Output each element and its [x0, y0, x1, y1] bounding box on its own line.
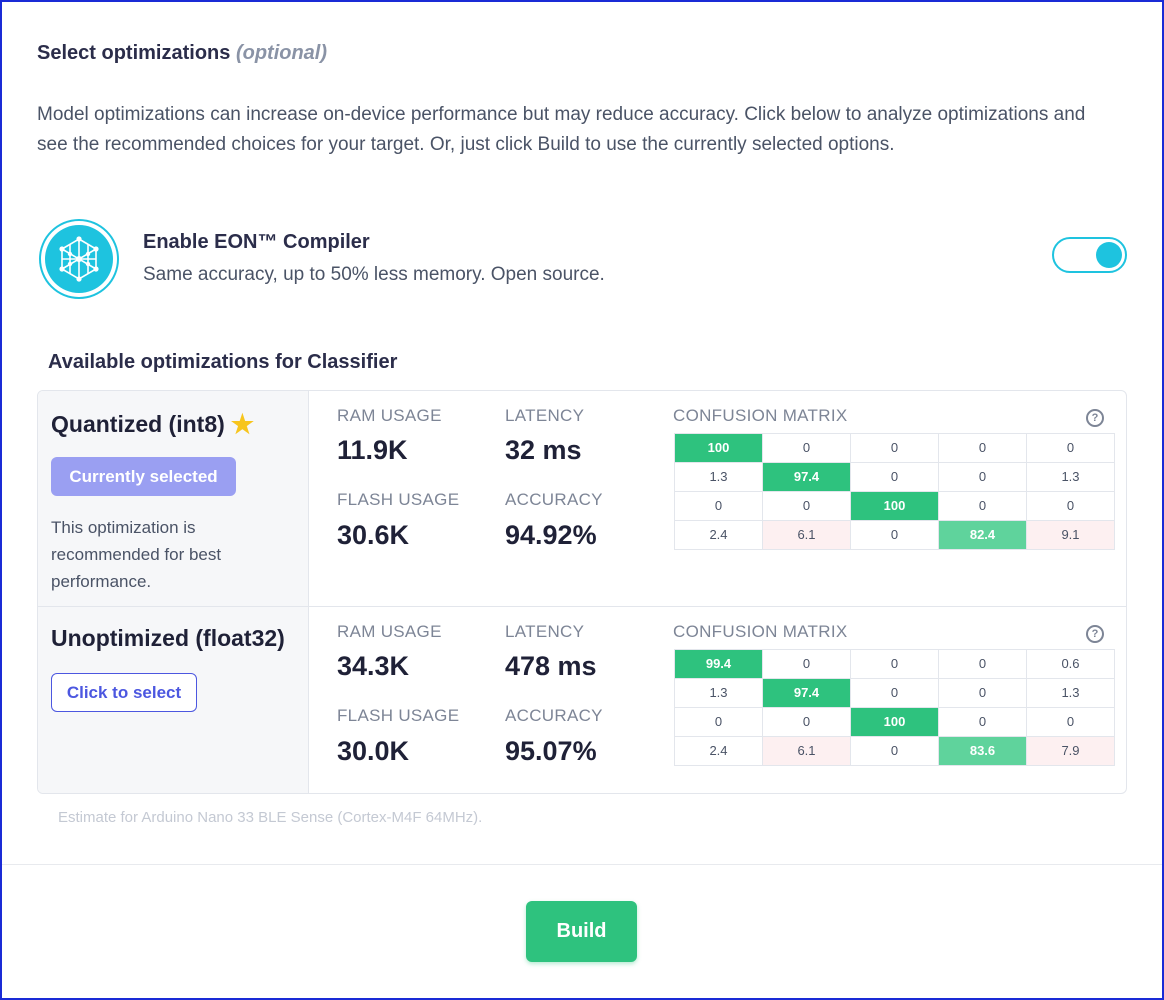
- confusion-matrix-cell: 97.4: [763, 463, 851, 492]
- confusion-matrix: 100 0 0 0 0 1.3 97.4 0 0 1.3 0 0 100 0 0 2.4 6.1 0 82.4 9.1: [674, 433, 1115, 550]
- confusion-matrix-cell: 6.1: [763, 521, 851, 550]
- confusion-matrix-cell: 6.1: [763, 737, 851, 766]
- eon-toggle[interactable]: [1052, 237, 1127, 273]
- flash-usage-value: 30.0K: [337, 736, 410, 766]
- confusion-matrix-cell: 0: [763, 434, 851, 463]
- flash-usage-label: FLASH USAGE: [337, 490, 460, 509]
- ram-usage-label: RAM USAGE: [337, 406, 442, 425]
- toggle-knob: [1096, 242, 1122, 268]
- click-to-select-button[interactable]: Click to select: [51, 673, 197, 712]
- confusion-matrix-cell: 0: [851, 463, 939, 492]
- optimization-row-unoptimized: Unoptimized (float32) Click to select RA…: [38, 606, 1126, 793]
- confusion-matrix-cell: 83.6: [939, 737, 1027, 766]
- confusion-matrix-cell: 0: [851, 679, 939, 708]
- confusion-matrix-cell: 0: [851, 434, 939, 463]
- help-icon[interactable]: ?: [1086, 625, 1104, 643]
- ram-usage-label: RAM USAGE: [337, 622, 442, 641]
- confusion-matrix-cell: 0: [763, 492, 851, 521]
- confusion-matrix-cell: 0: [1027, 708, 1115, 737]
- accuracy-value: 95.07%: [505, 736, 597, 766]
- confusion-matrix-cell: 0: [851, 737, 939, 766]
- confusion-matrix-cell: 0: [1027, 492, 1115, 521]
- accuracy-label: ACCURACY: [505, 706, 603, 725]
- accuracy-value: 94.92%: [505, 520, 597, 550]
- description: Model optimizations can increase on-devi…: [37, 104, 1086, 155]
- optimization-name: Quantized (int8) ★: [51, 409, 254, 440]
- confusion-matrix-cell: 2.4: [675, 521, 763, 550]
- latency-value: 478 ms: [505, 651, 597, 681]
- star-icon: ★: [230, 409, 255, 439]
- footer-divider: [0, 864, 1164, 865]
- eon-title: Enable EON™ Compiler: [143, 231, 370, 253]
- recommendation-note: This optimization is recommended for bes…: [51, 518, 222, 591]
- help-icon[interactable]: ?: [1086, 409, 1104, 427]
- latency-label: LATENCY: [505, 406, 585, 425]
- confusion-matrix-cell: 0: [851, 521, 939, 550]
- confusion-matrix-cell: 99.4: [675, 650, 763, 679]
- neural-network-icon: [41, 221, 117, 297]
- confusion-matrix-cell: 1.3: [675, 463, 763, 492]
- confusion-matrix-cell: 0: [939, 679, 1027, 708]
- confusion-matrix-cell: 1.3: [1027, 463, 1115, 492]
- confusion-matrix-cell: 9.1: [1027, 521, 1115, 550]
- currently-selected-button[interactable]: Currently selected: [51, 457, 236, 496]
- confusion-matrix-cell: 1.3: [675, 679, 763, 708]
- confusion-matrix-cell: 0: [939, 492, 1027, 521]
- accuracy-label: ACCURACY: [505, 490, 603, 509]
- confusion-matrix-cell: 0: [939, 650, 1027, 679]
- flash-usage-label: FLASH USAGE: [337, 706, 460, 725]
- confusion-matrix: 99.4 0 0 0 0.6 1.3 97.4 0 0 1.3 0 0 100 0 0 2.4 6.1 0 83.6…: [674, 649, 1115, 766]
- confusion-matrix-cell: 0: [939, 463, 1027, 492]
- confusion-matrix-cell: 0: [763, 650, 851, 679]
- latency-value: 32 ms: [505, 435, 582, 465]
- optimizations-table: Quantized (int8) ★ Currently selected Thi…: [37, 390, 1127, 794]
- confusion-matrix-cell: 1.3: [1027, 679, 1115, 708]
- eon-subtitle: Same accuracy, up to 50% less memory. Op…: [143, 264, 605, 285]
- optimization-summary: Unoptimized (float32) Click to select: [38, 607, 309, 793]
- confusion-matrix-cell: 0: [675, 708, 763, 737]
- confusion-matrix-cell: 0: [763, 708, 851, 737]
- confusion-matrix-cell: 100: [851, 492, 939, 521]
- optional-label: (optional): [235, 42, 328, 64]
- confusion-matrix-cell: 0: [675, 492, 763, 521]
- ram-usage-value: 34.3K: [337, 651, 410, 681]
- confusion-matrix-cell: 0.6: [1027, 650, 1115, 679]
- optimization-name-text: Quantized (int8): [51, 411, 225, 437]
- confusion-matrix-cell: 7.9: [1027, 737, 1115, 766]
- estimate-note: Estimate for Arduino Nano 33 BLE Sense (…: [58, 809, 483, 826]
- build-button[interactable]: Build: [526, 901, 637, 962]
- section-title-text: Select optimizations: [37, 42, 231, 64]
- optimization-row-quantized: Quantized (int8) ★ Currently selected Thi…: [38, 391, 1126, 606]
- confusion-matrix-cell: 0: [1027, 434, 1115, 463]
- confusion-matrix-cell: 0: [851, 650, 939, 679]
- confusion-matrix-cell: 100: [851, 708, 939, 737]
- confusion-matrix-label: CONFUSION MATRIX: [673, 622, 848, 641]
- optimization-summary: Quantized (int8) ★ Currently selected Thi…: [38, 391, 309, 606]
- flash-usage-value: 30.6K: [337, 520, 410, 550]
- optimization-name: Unoptimized (float32): [51, 625, 285, 651]
- confusion-matrix-cell: 97.4: [763, 679, 851, 708]
- section-title: Select optimizations (optional): [37, 42, 327, 65]
- confusion-matrix-cell: 82.4: [939, 521, 1027, 550]
- confusion-matrix-cell: 2.4: [675, 737, 763, 766]
- available-optimizations-title: Available optimizations for Classifier: [48, 351, 398, 373]
- confusion-matrix-label: CONFUSION MATRIX: [673, 406, 848, 425]
- confusion-matrix-cell: 0: [939, 434, 1027, 463]
- confusion-matrix-cell: 100: [675, 434, 763, 463]
- confusion-matrix-cell: 0: [939, 708, 1027, 737]
- ram-usage-value: 11.9K: [337, 435, 408, 465]
- latency-label: LATENCY: [505, 622, 585, 641]
